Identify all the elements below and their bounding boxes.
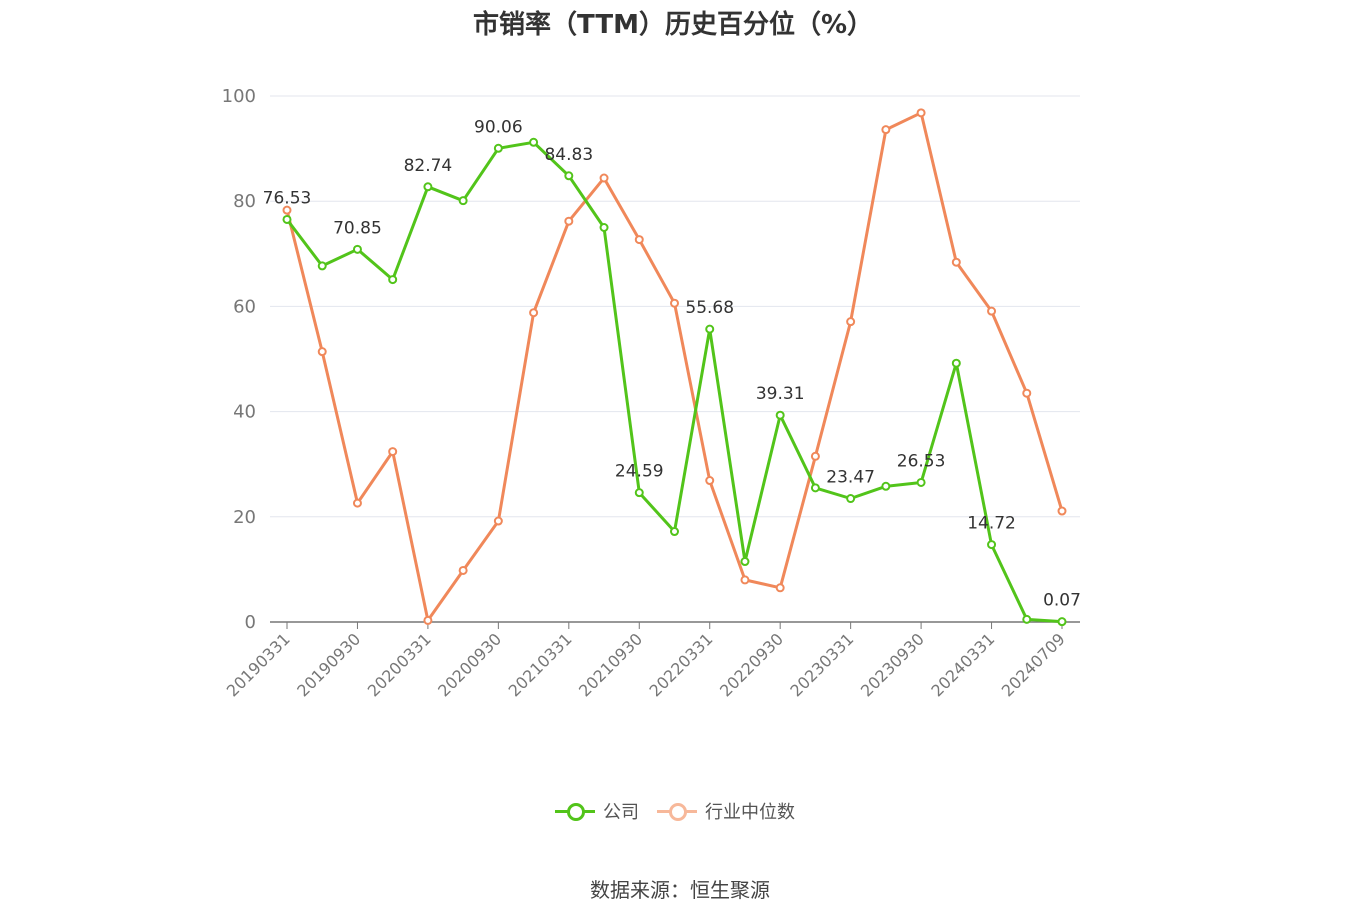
- legend-company-label: 公司: [603, 802, 639, 823]
- legend: 公司 行业中位数: [555, 797, 813, 825]
- data-point: [352, 498, 362, 508]
- data-point: [670, 527, 679, 537]
- legend-industry-label: 行业中位数: [705, 802, 795, 823]
- y-tick-label: 0: [245, 612, 256, 633]
- series-line-1: [285, 111, 1064, 622]
- data-point: [846, 494, 856, 504]
- data-point: [987, 306, 997, 316]
- data-point: [740, 557, 750, 567]
- data-labels: 76.53 70.85 82.74 90.06 84.83 24.59 55.68 39.31…: [263, 117, 1081, 610]
- data-point: [529, 308, 539, 318]
- legend-industry-marker-icon: [657, 801, 697, 821]
- data-point: [634, 488, 644, 498]
- data-point: [810, 483, 820, 493]
- data-point: [881, 481, 891, 491]
- data-label: 55.68: [685, 298, 734, 318]
- data-label: 90.06: [474, 117, 523, 137]
- data-point: [1022, 614, 1032, 624]
- x-tick-label: 20200331: [364, 629, 435, 700]
- data-point: [1057, 506, 1067, 516]
- legend-company-marker-icon: [555, 801, 595, 821]
- data-label: 70.85: [333, 218, 382, 238]
- data-label: 0.07: [1043, 591, 1081, 611]
- data-label: 84.83: [544, 145, 593, 165]
- data-point: [740, 575, 750, 585]
- y-tick-label: 40: [233, 402, 256, 423]
- data-label: 39.31: [756, 384, 805, 404]
- x-tick-label: 20200930: [434, 629, 505, 700]
- x-tick-label: 20190930: [293, 629, 364, 700]
- data-point: [670, 298, 679, 308]
- data-point: [916, 477, 926, 487]
- x-tick-label: 20240709: [998, 629, 1069, 700]
- x-tick-label: 20220930: [716, 629, 787, 700]
- data-label: 26.53: [897, 451, 946, 471]
- y-tick-label: 60: [233, 296, 256, 317]
- data-point: [564, 216, 574, 226]
- data-point: [775, 583, 785, 593]
- data-point: [987, 540, 997, 550]
- y-tick-label: 20: [233, 507, 256, 528]
- data-point: [916, 108, 926, 118]
- axes: 0 20 40 60 80 100 20190331 20190930 20200331 2020…: [222, 86, 1080, 700]
- x-tick-label: 20240331: [927, 629, 998, 700]
- data-point: [423, 615, 433, 625]
- data-point: [493, 516, 503, 526]
- data-point: [951, 358, 961, 368]
- data-point: [423, 182, 433, 192]
- data-point: [634, 235, 644, 245]
- x-tick-label: 20220331: [646, 629, 717, 700]
- data-point: [529, 137, 539, 147]
- x-tick-label: 20230331: [786, 629, 857, 700]
- data-label: 23.47: [826, 468, 875, 488]
- data-point: [705, 324, 715, 334]
- data-point: [388, 275, 398, 285]
- data-point: [352, 244, 362, 254]
- legend-item-company[interactable]: 公司: [555, 798, 639, 824]
- chart-canvas: 0 20 40 60 80 100 20190331 20190930 20200331 2020…: [222, 86, 1081, 700]
- data-label: 76.53: [263, 188, 312, 208]
- x-tick-label: 20190331: [223, 629, 294, 700]
- data-source-note: 数据来源：恒生聚源: [590, 878, 770, 902]
- legend-item-industry-median[interactable]: 行业中位数: [657, 798, 795, 824]
- data-label: 82.74: [404, 156, 453, 176]
- x-tick-label: 20210930: [575, 629, 646, 700]
- chart-title: 市销率（TTM）历史百分位（%）: [473, 10, 873, 40]
- data-point: [705, 476, 715, 486]
- data-point: [317, 261, 327, 271]
- data-point: [599, 223, 609, 232]
- data-point: [951, 257, 961, 267]
- data-point: [564, 171, 574, 181]
- data-point: [458, 565, 468, 575]
- data-label: 14.72: [967, 514, 1016, 534]
- data-point: [317, 347, 327, 357]
- series-layer: [282, 108, 1067, 627]
- y-tick-label: 100: [222, 86, 256, 107]
- data-point: [599, 173, 609, 183]
- data-point: [282, 214, 292, 224]
- data-point: [846, 317, 856, 327]
- data-point: [775, 410, 785, 420]
- data-label: 24.59: [615, 462, 664, 482]
- data-point: [388, 447, 398, 457]
- data-point: [1057, 617, 1067, 627]
- data-point: [458, 196, 468, 206]
- data-point: [282, 205, 292, 215]
- x-tick-label: 20210331: [505, 629, 576, 700]
- data-point: [493, 143, 503, 153]
- data-point: [881, 125, 891, 135]
- y-tick-label: 80: [233, 191, 256, 212]
- data-point: [810, 451, 820, 461]
- x-tick-label: 20230930: [857, 629, 928, 700]
- data-point: [1022, 388, 1032, 398]
